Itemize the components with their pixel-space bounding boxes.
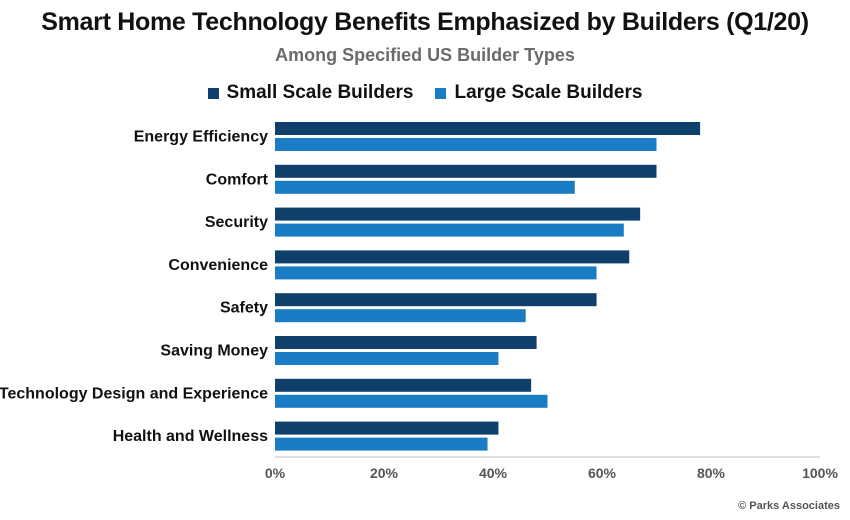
bar-saving-money-small-scale [275,336,537,349]
bar-saving-money-large-scale [275,352,499,365]
bar-convenience-small-scale [275,250,630,264]
chart-title: Smart Home Technology Benefits Emphasize… [41,8,809,36]
category-label-health-and-wellness: Health and Wellness [113,428,268,445]
bar-comfort-small-scale [275,164,657,178]
category-label-energy-efficiency: Energy Efficiency [134,129,268,146]
bar-convenience-large-scale [275,266,597,280]
bar-health-and-wellness-large-scale [275,437,488,451]
x-tick-label-5: 100% [802,465,838,481]
legend-item-small-scale: Small Scale Builders [207,82,414,104]
x-tick-label-0: 0% [265,465,286,481]
bar-security-small-scale [275,207,641,221]
source-credit: © Parks Associates [738,500,840,512]
category-label-security: Security [205,214,268,231]
bar-technology-design-and-experience-small-scale [275,378,532,392]
legend-swatch-large-scale [435,87,447,99]
bar-energy-efficiency-small-scale [275,122,701,135]
x-tick-label-2: 40% [479,465,508,481]
x-tick-label-4: 80% [697,465,726,481]
legend-label-small-scale: Small Scale Builders [226,82,414,103]
legend-swatch-small-scale [207,87,219,99]
bar-safety-large-scale [275,309,526,323]
category-label-saving-money: Saving Money [160,343,268,360]
category-label-technology-design-and-experience: Technology Design and Experience [0,385,268,402]
x-tick-label-1: 20% [370,465,399,481]
bar-comfort-large-scale [275,180,575,194]
x-tick-label-3: 60% [588,465,617,481]
category-label-safety: Safety [220,300,268,317]
category-label-comfort: Comfort [206,171,269,188]
bar-energy-efficiency-large-scale [275,138,657,151]
legend-label-large-scale: Large Scale Builders [454,82,643,103]
bar-safety-small-scale [275,293,597,307]
bar-health-and-wellness-small-scale [275,421,499,435]
legend-item-large-scale: Large Scale Builders [435,82,642,104]
bar-technology-design-and-experience-large-scale [275,394,548,408]
chart-subtitle: Among Specified US Builder Types [275,45,575,65]
bar-security-large-scale [275,223,624,237]
category-label-convenience: Convenience [168,257,268,274]
chart-legend: Small Scale Builders Large Scale Builder… [0,82,850,104]
